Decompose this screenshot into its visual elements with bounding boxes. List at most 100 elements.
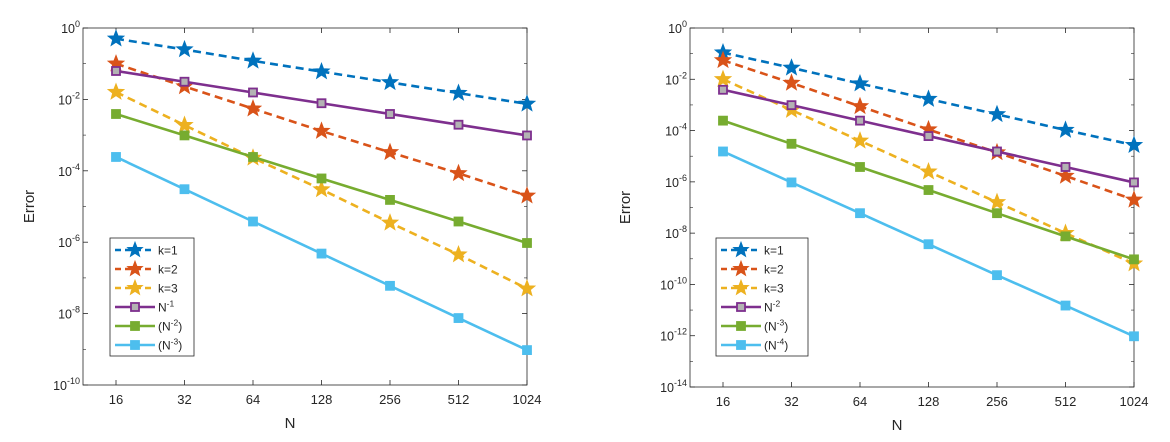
x-tick-label: 128 [918,394,940,409]
data-point [316,173,327,184]
data-point [1124,135,1144,153]
data-point [380,142,400,161]
data-point [919,89,938,107]
legend-box [109,237,195,357]
data-point [923,239,934,250]
data-point [1056,166,1075,184]
y-tick-label: 10-10 [660,275,687,292]
legend-box [715,237,809,357]
x-tick-label: 16 [109,392,123,407]
legend-label: N-1 [158,299,175,315]
data-point [111,109,121,119]
y-tick-label: 100 [61,19,80,36]
legend-marker [732,259,750,277]
y-axis-label: Error [617,191,634,224]
legend-item: (N-3) [115,337,182,353]
legend-marker [732,240,750,258]
data-point [111,66,121,76]
y-tick-label: 10-2 [665,70,687,87]
legend-marker [732,278,750,296]
y-tick-label: 10-14 [660,378,687,395]
data-point [522,130,532,141]
legend-label: k=1 [764,244,784,258]
data-point [1056,120,1075,138]
data-point [522,238,532,248]
y-tick-label: 10-6 [665,173,687,190]
data-point [850,131,870,149]
data-point [1129,254,1139,265]
y-tick-label: 10-10 [53,376,80,393]
data-point [453,216,464,227]
x-tick-label: 1024 [513,392,542,407]
chart-1: 100 10-2 10-4 10-6 10-8 10-10 16 32 64 128 256 512 1… [21,19,541,432]
legend: k=1 k=2 k=3 N-2 (N-3) (N-4) [715,237,809,357]
x-tick-label: 32 [177,392,191,407]
data-point [111,152,121,162]
legend-item: k=2 [721,259,784,277]
x-tick-label: 256 [986,394,1008,409]
legend-item: k=1 [721,240,784,258]
data-point [713,69,733,88]
data-point [1060,162,1071,172]
legend-label: (N-2) [158,318,182,334]
data-point [312,61,331,80]
data-point [718,115,728,126]
legend-marker [126,278,144,296]
data-point [385,195,395,205]
data-point [782,58,801,76]
legend-label: (N-3) [158,337,182,353]
legend-item: k=1 [115,240,178,258]
data-point [312,179,331,198]
legend-label: N-2 [764,299,781,315]
legend-marker [126,240,144,258]
data-point [175,39,194,58]
data-point [855,162,865,172]
legend-item: k=2 [115,259,178,277]
data-point [449,163,468,182]
data-point [243,51,263,69]
data-point [786,138,797,149]
data-point [175,115,194,133]
data-point [923,131,934,141]
series-(N^-4) [718,146,1139,342]
data-point [786,177,797,188]
data-point [106,29,126,47]
x-tick-label: 32 [784,394,798,409]
data-point [992,208,1002,219]
series-N^-2 [718,84,1139,188]
data-point [992,270,1002,281]
data-point [316,248,327,259]
legend-label: k=3 [764,282,784,296]
series-(N^-2) [111,109,532,248]
x-tick-label: 64 [853,394,867,409]
legend-marker [130,340,140,350]
data-point [380,72,400,91]
data-point [850,96,870,115]
legend: k=1 k=2 k=3 N-1 (N-2) (N-3) [109,237,195,357]
y-tick-label: 10-4 [665,122,687,139]
legend-item: k=3 [115,278,178,296]
data-point [522,345,532,355]
legend-item: N-2 [721,299,781,315]
data-point [179,130,190,141]
legend-marker [126,259,144,277]
data-point [782,73,801,91]
legend-marker [736,321,746,331]
x-tick-label: 256 [379,392,401,407]
data-point [179,184,190,195]
x-tick-label: 512 [1055,394,1077,409]
data-point [517,186,537,204]
data-point [1060,231,1071,242]
legend-item: k=3 [721,278,784,296]
series-(N^-3) [718,115,1139,265]
data-point [713,50,733,69]
legend-marker [736,302,746,312]
y-tick-label: 10-8 [665,224,687,241]
y-tick-label: 10-4 [58,162,80,179]
legend-label: k=2 [158,263,178,277]
legend-label: (N-4) [764,337,788,353]
series-(N^-3) [111,152,532,355]
data-point [385,280,395,291]
legend-marker [736,340,746,350]
data-point [248,216,258,227]
